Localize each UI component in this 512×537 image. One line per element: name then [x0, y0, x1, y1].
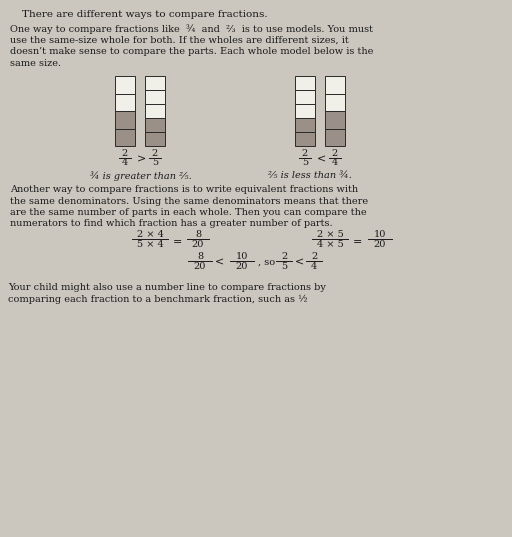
Text: One way to compare fractions like  ¾  and  ⅔  is to use models. You must: One way to compare fractions like ¾ and …: [10, 24, 373, 34]
Bar: [295, 90, 315, 104]
Bar: [295, 132, 315, 146]
Text: =: =: [353, 237, 362, 247]
Bar: [145, 90, 165, 104]
Bar: [325, 128, 345, 146]
Text: There are different ways to compare fractions.: There are different ways to compare frac…: [22, 10, 268, 19]
Text: >: >: [137, 155, 146, 165]
Text: =: =: [174, 237, 183, 247]
Bar: [295, 76, 315, 90]
Text: 8: 8: [195, 230, 201, 239]
Text: ⅖ is less than ¾.: ⅖ is less than ¾.: [268, 171, 352, 180]
Text: Your child might also use a number line to compare fractions by: Your child might also use a number line …: [8, 283, 326, 292]
Text: doesn’t make sense to compare the parts. Each whole model below is the: doesn’t make sense to compare the parts.…: [10, 47, 373, 56]
Text: 2: 2: [311, 252, 317, 261]
Text: 2: 2: [332, 149, 338, 158]
Text: use the same-size whole for both. If the wholes are different sizes, it: use the same-size whole for both. If the…: [10, 35, 349, 45]
Text: <: <: [294, 258, 304, 268]
Text: 8: 8: [197, 252, 203, 261]
Text: 10: 10: [374, 230, 386, 239]
Bar: [325, 93, 345, 111]
Text: 5: 5: [152, 158, 158, 167]
Text: 4: 4: [311, 262, 317, 271]
Text: 5: 5: [302, 158, 308, 167]
Text: 4: 4: [332, 158, 338, 167]
Text: 2 × 5: 2 × 5: [316, 230, 344, 239]
Text: same size.: same size.: [10, 59, 61, 68]
Text: 2 × 4: 2 × 4: [137, 230, 163, 239]
Text: 20: 20: [194, 262, 206, 271]
Text: 20: 20: [374, 240, 386, 249]
Text: , so: , so: [258, 258, 275, 267]
Text: 2: 2: [152, 149, 158, 158]
Text: 2: 2: [302, 149, 308, 158]
Text: Another way to compare fractions is to write equivalent fractions with: Another way to compare fractions is to w…: [10, 185, 358, 194]
Bar: [325, 111, 345, 128]
Bar: [145, 76, 165, 90]
Text: <: <: [317, 155, 327, 165]
Text: numerators to find which fraction has a greater number of parts.: numerators to find which fraction has a …: [10, 220, 333, 229]
Bar: [145, 104, 165, 118]
Text: 2: 2: [281, 252, 287, 261]
Text: 20: 20: [192, 240, 204, 249]
Bar: [115, 76, 135, 93]
Bar: [145, 118, 165, 132]
Text: 5: 5: [281, 262, 287, 271]
Text: comparing each fraction to a benchmark fraction, such as ½: comparing each fraction to a benchmark f…: [8, 294, 308, 304]
Text: 10: 10: [236, 252, 248, 261]
Text: 2: 2: [122, 149, 128, 158]
Bar: [295, 104, 315, 118]
Text: are the same number of parts in each whole. Then you can compare the: are the same number of parts in each who…: [10, 208, 367, 217]
Bar: [115, 128, 135, 146]
Bar: [115, 111, 135, 128]
Bar: [325, 76, 345, 93]
Text: 4 × 5: 4 × 5: [316, 240, 344, 249]
Bar: [295, 118, 315, 132]
Text: <: <: [216, 258, 225, 268]
Text: 20: 20: [236, 262, 248, 271]
Text: 5 × 4: 5 × 4: [137, 240, 163, 249]
Text: 4: 4: [122, 158, 128, 167]
Text: ¾ is greater than ⅖.: ¾ is greater than ⅖.: [90, 171, 192, 180]
Bar: [115, 93, 135, 111]
Text: the same denominators. Using the same denominators means that there: the same denominators. Using the same de…: [10, 197, 368, 206]
Bar: [145, 132, 165, 146]
